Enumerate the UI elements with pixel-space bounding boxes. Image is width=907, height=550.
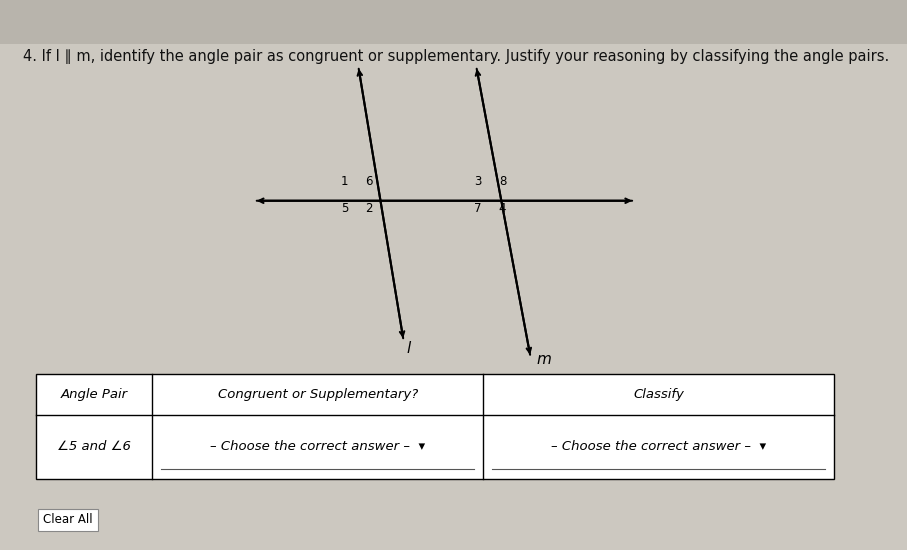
Text: Classify: Classify <box>633 388 684 401</box>
Text: 7: 7 <box>474 202 482 216</box>
Text: Clear All: Clear All <box>44 513 93 526</box>
Bar <box>0 0 907 44</box>
Text: 5: 5 <box>341 202 348 216</box>
Text: m: m <box>537 352 551 367</box>
Text: 1: 1 <box>341 175 348 188</box>
Text: ∠5 and ∠6: ∠5 and ∠6 <box>57 441 132 453</box>
Text: Angle Pair: Angle Pair <box>61 388 128 401</box>
Text: – Choose the correct answer –  ▾: – Choose the correct answer – ▾ <box>551 441 766 453</box>
Text: 3: 3 <box>474 175 482 188</box>
Text: Congruent or Supplementary?: Congruent or Supplementary? <box>218 388 418 401</box>
Text: l: l <box>406 341 410 356</box>
Text: 2: 2 <box>366 202 373 216</box>
Bar <box>36 374 834 478</box>
Text: 8: 8 <box>499 175 506 188</box>
Text: 4. If l ∥ m, identify the angle pair as congruent or supplementary. Justify your: 4. If l ∥ m, identify the angle pair as … <box>23 50 889 64</box>
Text: – Choose the correct answer –  ▾: – Choose the correct answer – ▾ <box>210 441 425 453</box>
Text: 4: 4 <box>499 202 506 216</box>
Text: 6: 6 <box>366 175 373 188</box>
